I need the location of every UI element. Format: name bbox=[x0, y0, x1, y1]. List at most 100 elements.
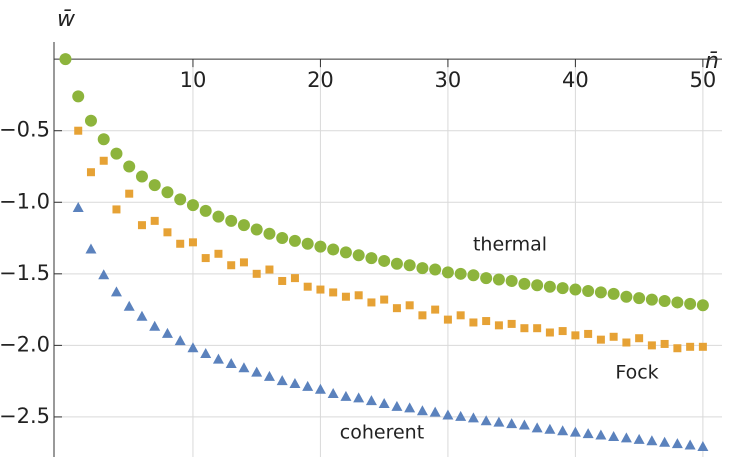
point bbox=[174, 335, 186, 346]
point bbox=[494, 321, 503, 330]
point bbox=[633, 433, 645, 444]
point bbox=[596, 335, 605, 344]
y-tick-label: −0.5 bbox=[0, 118, 50, 142]
point bbox=[569, 426, 581, 437]
point bbox=[520, 324, 529, 333]
point bbox=[482, 317, 491, 326]
point bbox=[505, 274, 518, 287]
point bbox=[645, 293, 658, 306]
point bbox=[443, 315, 452, 324]
point bbox=[608, 430, 620, 441]
point bbox=[391, 400, 403, 411]
x-tick-label: 40 bbox=[562, 68, 589, 92]
point bbox=[110, 147, 123, 160]
point bbox=[148, 179, 161, 192]
point bbox=[303, 282, 312, 291]
point bbox=[327, 243, 340, 256]
point bbox=[429, 406, 441, 417]
point bbox=[72, 90, 85, 103]
point bbox=[609, 332, 618, 341]
point bbox=[380, 295, 389, 304]
point bbox=[686, 342, 695, 351]
point bbox=[646, 435, 658, 446]
point bbox=[341, 292, 350, 301]
point bbox=[416, 405, 428, 416]
point bbox=[238, 362, 250, 373]
y-tick-label: −1.5 bbox=[0, 261, 50, 285]
point bbox=[353, 392, 365, 403]
point bbox=[123, 160, 136, 173]
point bbox=[696, 299, 709, 312]
point bbox=[378, 254, 391, 267]
point bbox=[72, 201, 84, 212]
point bbox=[340, 390, 352, 401]
point bbox=[289, 378, 301, 389]
point bbox=[84, 114, 97, 127]
point bbox=[212, 210, 225, 223]
point bbox=[404, 402, 416, 413]
point bbox=[301, 237, 314, 250]
point bbox=[569, 283, 582, 296]
point bbox=[594, 286, 607, 299]
point bbox=[620, 432, 632, 443]
x-tick-label: 20 bbox=[307, 68, 334, 92]
point bbox=[418, 311, 427, 320]
point bbox=[698, 342, 707, 351]
y-tick-label: −1.0 bbox=[0, 189, 50, 213]
point bbox=[697, 440, 709, 451]
point bbox=[316, 285, 325, 294]
point bbox=[200, 347, 212, 358]
point bbox=[533, 324, 542, 333]
point bbox=[265, 265, 274, 274]
point bbox=[214, 249, 223, 258]
point bbox=[455, 410, 467, 421]
point bbox=[556, 282, 569, 295]
point bbox=[405, 301, 414, 310]
point bbox=[250, 223, 263, 236]
point bbox=[110, 286, 122, 297]
point bbox=[467, 412, 479, 423]
point bbox=[339, 246, 352, 259]
point bbox=[544, 423, 556, 434]
point bbox=[480, 272, 493, 285]
point bbox=[125, 189, 134, 198]
point bbox=[659, 436, 671, 447]
point bbox=[456, 311, 465, 320]
point bbox=[252, 269, 261, 278]
point bbox=[442, 409, 454, 420]
x-tick-label: 50 bbox=[690, 68, 717, 92]
point bbox=[149, 320, 161, 331]
point bbox=[176, 239, 185, 248]
annotation: thermal bbox=[473, 234, 547, 256]
point bbox=[188, 238, 197, 247]
point bbox=[531, 279, 544, 292]
point bbox=[201, 254, 210, 263]
x-tick-label: 10 bbox=[180, 68, 207, 92]
point bbox=[469, 318, 478, 327]
point bbox=[595, 429, 607, 440]
point bbox=[557, 425, 569, 436]
point bbox=[161, 327, 173, 338]
point bbox=[161, 186, 174, 199]
point bbox=[658, 295, 671, 308]
point bbox=[123, 300, 135, 311]
point bbox=[518, 277, 531, 290]
point bbox=[212, 353, 224, 364]
x-tick-label: 30 bbox=[435, 68, 462, 92]
point bbox=[378, 398, 390, 409]
point bbox=[506, 418, 518, 429]
x-axis-label: n̄ bbox=[705, 49, 719, 74]
point bbox=[660, 339, 669, 348]
point bbox=[239, 258, 248, 267]
point bbox=[582, 428, 594, 439]
point bbox=[225, 214, 238, 227]
point bbox=[429, 263, 442, 276]
point bbox=[314, 383, 326, 394]
point bbox=[467, 269, 480, 282]
point bbox=[263, 227, 276, 240]
point bbox=[607, 287, 620, 300]
point bbox=[187, 342, 199, 353]
point bbox=[671, 296, 684, 309]
point bbox=[99, 156, 108, 165]
